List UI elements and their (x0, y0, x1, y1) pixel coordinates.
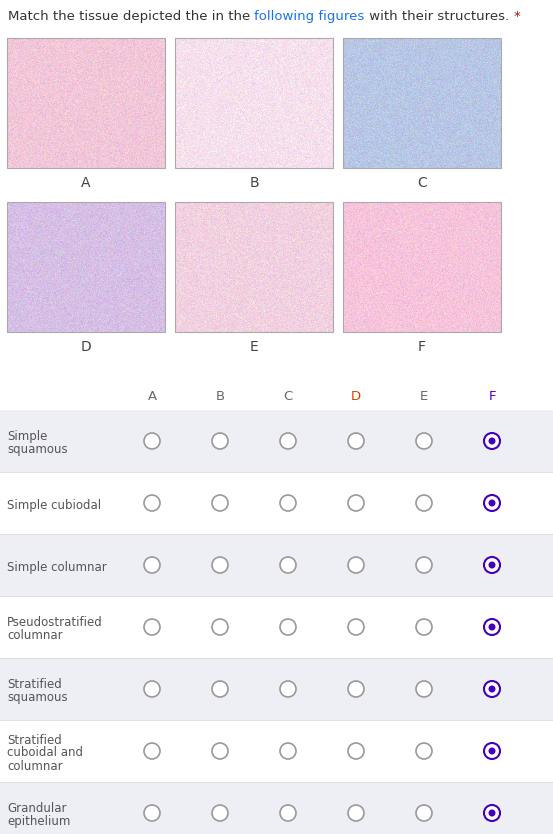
Circle shape (144, 495, 160, 511)
FancyBboxPatch shape (0, 720, 553, 782)
Text: C: C (417, 176, 427, 190)
Circle shape (144, 805, 160, 821)
Text: with their structures.: with their structures. (365, 10, 513, 23)
Circle shape (144, 743, 160, 759)
Circle shape (144, 433, 160, 449)
Circle shape (212, 557, 228, 573)
Text: F: F (488, 389, 495, 403)
Circle shape (416, 681, 432, 697)
Circle shape (484, 495, 500, 511)
Circle shape (348, 805, 364, 821)
Circle shape (280, 743, 296, 759)
Circle shape (348, 619, 364, 635)
Circle shape (280, 619, 296, 635)
Circle shape (488, 438, 495, 445)
Text: squamous: squamous (7, 691, 67, 704)
Text: E: E (249, 340, 258, 354)
Text: B: B (216, 389, 225, 403)
FancyBboxPatch shape (0, 472, 553, 534)
Circle shape (488, 624, 495, 631)
Text: F: F (418, 340, 426, 354)
Circle shape (144, 681, 160, 697)
Text: E: E (420, 389, 428, 403)
Text: *: * (513, 10, 520, 23)
FancyBboxPatch shape (0, 534, 553, 596)
Circle shape (280, 805, 296, 821)
Circle shape (280, 433, 296, 449)
Circle shape (484, 619, 500, 635)
Circle shape (488, 810, 495, 816)
Circle shape (144, 557, 160, 573)
Circle shape (348, 743, 364, 759)
Text: Simple: Simple (7, 430, 48, 443)
Circle shape (416, 557, 432, 573)
FancyBboxPatch shape (0, 410, 553, 472)
Text: C: C (283, 389, 293, 403)
Text: following figures: following figures (254, 10, 365, 23)
FancyBboxPatch shape (0, 658, 553, 720)
Circle shape (416, 433, 432, 449)
Circle shape (212, 495, 228, 511)
Circle shape (348, 495, 364, 511)
Circle shape (280, 495, 296, 511)
Text: columnar: columnar (7, 629, 62, 642)
Circle shape (484, 433, 500, 449)
Text: Simple cubiodal: Simple cubiodal (7, 499, 101, 511)
Text: Simple columnar: Simple columnar (7, 560, 107, 574)
Circle shape (488, 686, 495, 692)
Circle shape (280, 681, 296, 697)
Text: squamous: squamous (7, 443, 67, 456)
Text: Match the tissue depicted the in the: Match the tissue depicted the in the (8, 10, 254, 23)
Text: D: D (81, 340, 91, 354)
Circle shape (488, 747, 495, 755)
FancyBboxPatch shape (0, 596, 553, 658)
Circle shape (348, 681, 364, 697)
Circle shape (488, 561, 495, 569)
Text: cuboidal and: cuboidal and (7, 746, 83, 760)
Circle shape (144, 619, 160, 635)
Text: Pseudostratified: Pseudostratified (7, 616, 103, 629)
Circle shape (416, 805, 432, 821)
Circle shape (280, 557, 296, 573)
Text: Stratified: Stratified (7, 678, 62, 691)
Text: A: A (81, 176, 91, 190)
Circle shape (484, 805, 500, 821)
Circle shape (212, 433, 228, 449)
Circle shape (348, 557, 364, 573)
Text: B: B (249, 176, 259, 190)
Text: D: D (351, 389, 361, 403)
Text: epithelium: epithelium (7, 815, 70, 828)
Circle shape (212, 619, 228, 635)
FancyBboxPatch shape (0, 782, 553, 834)
Text: Stratified: Stratified (7, 733, 62, 746)
Text: columnar: columnar (7, 760, 62, 772)
Circle shape (212, 805, 228, 821)
Circle shape (484, 681, 500, 697)
Circle shape (484, 557, 500, 573)
Circle shape (416, 619, 432, 635)
Circle shape (416, 495, 432, 511)
Circle shape (212, 681, 228, 697)
Circle shape (416, 743, 432, 759)
Circle shape (212, 743, 228, 759)
Text: Grandular: Grandular (7, 802, 66, 815)
Circle shape (348, 433, 364, 449)
Circle shape (484, 743, 500, 759)
Text: A: A (148, 389, 156, 403)
Circle shape (488, 500, 495, 506)
